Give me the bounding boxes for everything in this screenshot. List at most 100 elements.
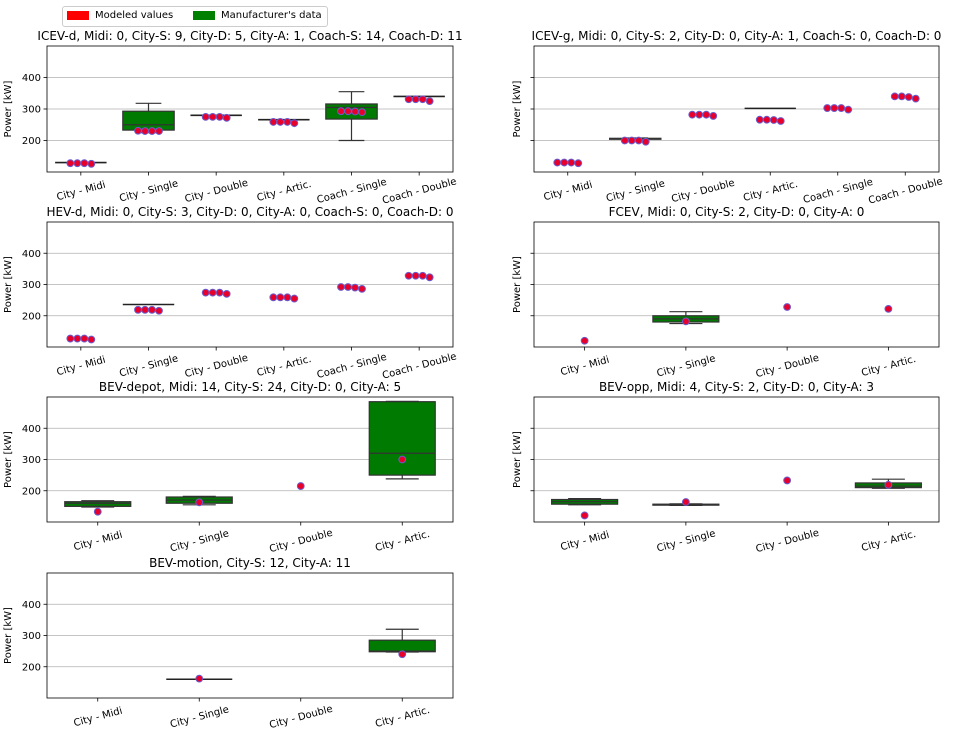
modeled-point xyxy=(269,293,278,302)
modeled-point xyxy=(580,336,589,345)
box-city-midi xyxy=(551,497,619,506)
y-tick-label: 400 xyxy=(22,600,41,611)
modeled-point xyxy=(709,112,718,120)
x-tick-label: City - Artic. xyxy=(374,705,431,730)
box-city-single xyxy=(122,102,175,134)
modeled-point xyxy=(66,334,75,343)
y-tick-label: 200 xyxy=(22,311,41,322)
modeled-point xyxy=(783,303,792,311)
modeled-point xyxy=(634,136,643,145)
modeled-point xyxy=(290,119,299,128)
x-tick-label: City - Single xyxy=(605,178,666,204)
x-tick-label: City - Double xyxy=(268,704,334,731)
modeled-point xyxy=(344,283,352,291)
y-axis-label: Power [kW] xyxy=(512,431,523,488)
modeled-point xyxy=(567,158,576,167)
x-tick-label: City - Double xyxy=(755,353,821,380)
axes-frame xyxy=(46,396,454,523)
y-tick-label: 200 xyxy=(22,662,41,673)
x-tick-label: Coach - Double xyxy=(381,176,458,206)
y-tick-label: 200 xyxy=(22,486,41,497)
modeled-point xyxy=(337,107,345,116)
box-city-artic xyxy=(368,400,436,480)
modeled-point xyxy=(155,127,163,135)
modeled-point xyxy=(148,305,156,314)
modeled-point xyxy=(73,334,82,343)
y-tick-label: 300 xyxy=(22,105,41,116)
panel-title: BEV-opp, Midi: 4, City-S: 2, City-D: 0, … xyxy=(599,380,874,394)
x-tick-label: City - Artic. xyxy=(256,179,313,204)
x-tick-label: City - Artic. xyxy=(742,179,799,204)
x-tick-label: City - Single xyxy=(169,528,230,554)
panel-title: BEV-motion, City-S: 12, City-A: 11 xyxy=(149,556,351,570)
modeled-point xyxy=(844,105,853,114)
x-tick-label: Coach - Single xyxy=(316,352,388,381)
modeled-point xyxy=(884,304,893,313)
modeled-point xyxy=(884,480,893,489)
x-tick-label: City - Midi xyxy=(73,706,124,730)
modeled-point xyxy=(398,455,407,464)
x-tick-label: City - Artic. xyxy=(860,529,917,554)
legend-label-manufacturer: Manufacturer's data xyxy=(221,10,322,21)
modeled-point xyxy=(904,93,913,101)
modeled-point xyxy=(404,95,413,104)
chart-panel-2: City - Midi City - Single City - Double Cit… xyxy=(512,29,944,207)
x-tick-label: City - Single xyxy=(169,704,230,730)
x-tick-label: City - Single xyxy=(656,528,717,554)
modeled-point xyxy=(351,283,359,292)
modeled-point xyxy=(560,158,569,167)
modeled-point xyxy=(283,293,292,302)
legend-label-modeled: Modeled values xyxy=(95,10,174,21)
modeled-point xyxy=(87,159,96,168)
modeled-point xyxy=(80,159,89,168)
panel-title: BEV-depot, Midi: 14, City-S: 24, City-D:… xyxy=(99,380,401,394)
box-city-artic xyxy=(368,628,436,653)
modeled-point xyxy=(627,136,636,145)
modeled-point xyxy=(695,110,704,119)
modeled-point xyxy=(141,127,149,135)
x-tick-label: City - Midi xyxy=(56,180,107,204)
axes-frame xyxy=(46,45,454,173)
modeled-point xyxy=(688,110,697,119)
box-iqr xyxy=(368,401,436,476)
modeled-point xyxy=(208,288,217,297)
x-tick-label: City - Double xyxy=(184,178,250,205)
modeled-point xyxy=(201,288,210,297)
modeled-point xyxy=(155,306,163,315)
y-tick-label: 400 xyxy=(22,424,41,435)
x-tick-label: City - Single xyxy=(118,178,179,204)
modeled-point xyxy=(681,498,690,506)
modeled-point xyxy=(823,104,832,112)
modeled-point xyxy=(398,650,407,659)
panel-title: ICEV-g, Midi: 0, City-S: 2, City-D: 0, C… xyxy=(532,29,942,43)
modeled-point xyxy=(762,115,771,124)
chart-panel-6: City - Midi City - Single City - Double Cit… xyxy=(512,380,940,555)
panel-title: ICEV-d, Midi: 0, City-S: 9, City-D: 5, C… xyxy=(37,29,462,43)
modeled-point xyxy=(411,95,420,104)
chart-panel-5: 200 300 400 City - Midi City - Single City - … xyxy=(3,380,454,555)
modeled-point xyxy=(553,158,562,167)
modeled-point xyxy=(418,95,427,104)
panel-title: FCEV, Midi: 0, City-S: 2, City-D: 0, Cit… xyxy=(609,205,865,219)
x-tick-label: City - Midi xyxy=(543,180,594,204)
y-axis-label: Power [kW] xyxy=(3,431,14,488)
y-tick-label: 300 xyxy=(22,280,41,291)
x-tick-label: Coach - Single xyxy=(802,177,874,206)
modeled-point xyxy=(208,112,217,121)
modeled-point xyxy=(276,118,285,126)
modeled-point xyxy=(890,92,899,101)
y-axis-label: Power [kW] xyxy=(3,80,14,137)
modeled-point xyxy=(897,92,906,101)
modeled-point xyxy=(73,159,82,168)
x-tick-label: City - Midi xyxy=(73,530,124,554)
modeled-point xyxy=(404,271,413,280)
chart-panel-7: 200 300 400 City - Midi City - Single City - … xyxy=(3,556,454,731)
modeled-point xyxy=(215,112,224,121)
modeled-point xyxy=(702,110,711,119)
y-tick-label: 300 xyxy=(22,455,41,466)
box-iqr xyxy=(64,501,132,507)
x-tick-label: Coach - Single xyxy=(316,177,388,206)
modeled-point xyxy=(80,334,89,343)
